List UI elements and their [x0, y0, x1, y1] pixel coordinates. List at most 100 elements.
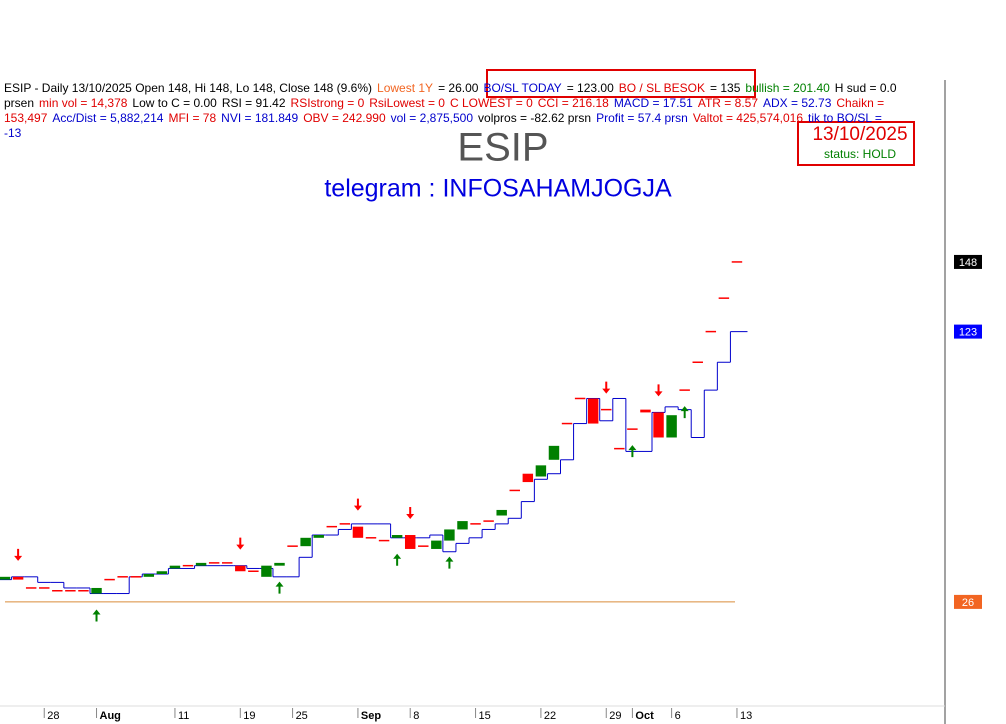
- candle-down: [509, 489, 520, 492]
- x-tick-label: 29: [609, 710, 621, 722]
- candle-down: [470, 523, 481, 525]
- candle-up: [143, 574, 155, 577]
- header-item: NVI = 181.849: [221, 111, 299, 125]
- candle-up: [548, 445, 560, 460]
- price-label-box: [954, 324, 982, 339]
- candle-down: [78, 590, 89, 592]
- candle-up: [169, 565, 181, 569]
- header-item: volpros = -82.62 prsn: [478, 111, 592, 125]
- header-item: vol = 2,875,500: [390, 111, 474, 125]
- candle-up: [457, 521, 468, 530]
- date-box-date: 13/10/2025: [812, 124, 907, 145]
- candle-down: [418, 545, 429, 547]
- candle-up: [0, 576, 11, 580]
- date-box-status: status: HOLD: [824, 147, 896, 161]
- header-item: BO / SL BESOK: [618, 81, 706, 95]
- header-item: ATR = 8.57: [697, 96, 758, 110]
- price-label: 148: [959, 257, 977, 269]
- candle-down: [130, 576, 141, 578]
- header-item: BO/SL TODAY: [483, 81, 562, 95]
- header: ESIP - Daily 13/10/2025 Open 148, Hi 148…: [4, 81, 902, 141]
- buy-arrow: [445, 556, 454, 569]
- candle-down: [731, 261, 743, 263]
- sell-arrow: [654, 384, 663, 397]
- header-item: bullish = 201.40: [745, 81, 830, 95]
- candle-down: [574, 397, 586, 400]
- buy-arrow: [92, 609, 101, 622]
- sell-arrow: [602, 381, 611, 394]
- candle-down: [587, 398, 599, 424]
- sell-arrow: [236, 537, 245, 550]
- date-box: [797, 121, 915, 166]
- header-line: -13: [4, 126, 902, 141]
- candle-down: [601, 408, 612, 411]
- price-label: 26: [962, 597, 974, 609]
- candle-up: [195, 562, 207, 566]
- x-tick-label: Oct: [635, 710, 654, 722]
- candle-down: [248, 570, 259, 572]
- buy-arrow: [680, 406, 689, 419]
- header-item: MACD = 17.51: [613, 96, 693, 110]
- header-item: C LOWEST = 0: [449, 96, 533, 110]
- header-item: MFI = 78: [168, 111, 217, 125]
- header-line: 153,497 Acc/Dist = 5,882,214 MFI = 78 NVI =…: [4, 111, 902, 126]
- candle-down: [640, 409, 651, 413]
- candle-down: [65, 590, 76, 592]
- header-item: Chaikn =: [836, 96, 885, 110]
- x-tick-label: 15: [479, 710, 491, 722]
- header-item: H sud = 0.0: [834, 81, 897, 95]
- candle-up: [274, 562, 285, 566]
- header-item: ADX = 52.73: [763, 96, 832, 110]
- candle-down: [404, 535, 416, 549]
- candle-down: [12, 576, 24, 580]
- candle-down: [365, 537, 377, 539]
- x-tick-label: 8: [413, 710, 419, 722]
- header-item: CCI = 216.18: [537, 96, 609, 110]
- x-tick-label: 6: [675, 710, 681, 722]
- header-item: = 123.00: [566, 81, 614, 95]
- candle-down: [352, 526, 364, 538]
- x-tick-label: 25: [296, 710, 308, 722]
- highlight-box: [486, 69, 756, 98]
- candle-down: [718, 297, 730, 299]
- candle-down: [25, 587, 37, 589]
- candle-down: [182, 564, 194, 567]
- header-item: tik to BO/SL =: [808, 111, 882, 125]
- header-item: ESIP - Daily 13/10/2025 Open 148, Hi 148…: [4, 81, 373, 95]
- buy-arrow: [628, 445, 637, 458]
- chart-subtitle: telegram : INFOSAHAMJOGJA: [324, 175, 672, 203]
- header-item: -13: [4, 126, 22, 140]
- header-item: = 26.00: [438, 81, 479, 95]
- candle-down: [221, 562, 233, 564]
- header-item: min vol = 14,378: [39, 96, 128, 110]
- price-label-box: [954, 594, 982, 609]
- sell-arrow: [353, 498, 362, 511]
- x-tick-label: Sep: [361, 710, 381, 722]
- header-item: Acc/Dist = 5,882,214: [52, 111, 164, 125]
- candle-down: [614, 447, 625, 450]
- buy-arrow: [393, 553, 402, 566]
- candle-up: [313, 535, 324, 538]
- candle-down: [104, 578, 115, 581]
- candle-down: [52, 590, 63, 592]
- x-tick-label: 13: [740, 710, 752, 722]
- candle-down: [378, 539, 390, 542]
- x-tick-label: 22: [544, 710, 556, 722]
- header-line: prsen min vol = 14,378 Low to C = 0.00 RSI …: [4, 96, 902, 111]
- header-line: ESIP - Daily 13/10/2025 Open 148, Hi 148…: [4, 81, 902, 96]
- header-item: OBV = 242.990: [303, 111, 386, 125]
- candle-down: [679, 389, 690, 391]
- buy-arrow: [275, 581, 284, 594]
- candle-down: [339, 523, 351, 525]
- header-item: Profit = 57.4 prsn: [596, 111, 688, 125]
- candle-down: [39, 587, 50, 589]
- x-tick-label: 28: [47, 710, 59, 722]
- candle-down: [235, 565, 246, 572]
- candle-down: [627, 428, 638, 430]
- header-item: RSI = 91.42: [221, 96, 286, 110]
- price-label-box: [954, 254, 982, 269]
- candle-down: [326, 525, 338, 528]
- candle-up: [535, 465, 547, 477]
- candle-up: [300, 537, 311, 547]
- candle-up: [444, 529, 455, 541]
